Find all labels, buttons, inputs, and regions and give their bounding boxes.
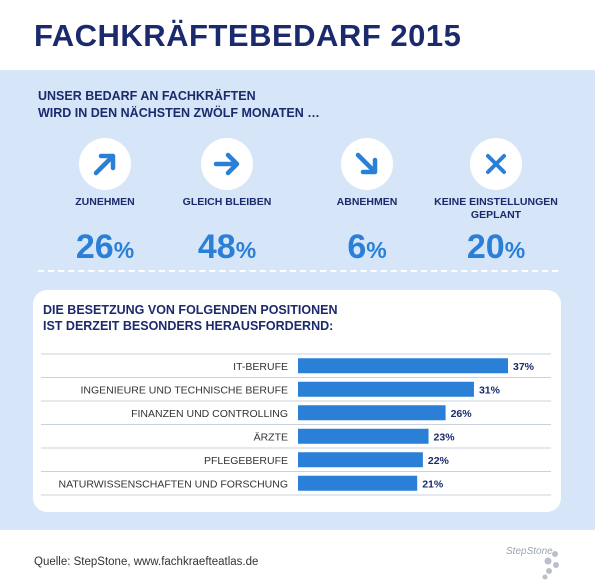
forecast-percent: 6% [347, 228, 387, 266]
cross-icon [470, 138, 522, 190]
arrow-down-right-icon [341, 138, 393, 190]
bar [298, 475, 418, 491]
forecast-label: ABNEHMEN [336, 196, 398, 208]
chart-title-line-2: IST DERZEIT BESONDERS HERAUSFORDERND: [43, 319, 334, 333]
value-label: 21% [422, 478, 444, 490]
arrow-up-right-icon [79, 138, 131, 190]
page-title: FACHKRÄFTEBEDARF 2015 [34, 18, 462, 53]
value-label: 31% [479, 384, 501, 396]
value-label: 23% [434, 431, 456, 443]
bar [298, 428, 429, 444]
source-note: Quelle: StepStone, www.fachkraefteatlas.… [34, 556, 259, 568]
stepstone-logo: StepStone [506, 546, 553, 557]
chart-card: DIE BESETZUNG VON FOLGENDEN POSITIONEN I… [33, 290, 561, 512]
bar [298, 358, 508, 374]
value-label: 26% [451, 408, 473, 420]
forecast-label: GLEICH BLEIBEN [182, 196, 272, 208]
category-label: IT-BERUFE [233, 361, 288, 373]
bar [298, 452, 423, 468]
bar [298, 381, 474, 397]
value-label: 22% [428, 455, 450, 467]
forecast-item-none: KEINE EINSTELLUNGEN GEPLANT 20% [426, 138, 566, 271]
forecast-label: KEINE EINSTELLUNGEN GEPLANT [434, 196, 558, 221]
arrow-right-icon [201, 138, 253, 190]
category-label: NATURWISSENSCHAFTEN UND FORSCHUNG [59, 478, 288, 490]
intro-text: UNSER BEDARF AN FACHKRÄFTEN WIRD IN DEN … [38, 88, 398, 122]
category-label: FINANZEN UND CONTROLLING [131, 408, 288, 420]
forecast-percent: 26% [75, 228, 135, 266]
intro-line-2: WIRD IN DEN NÄCHSTEN ZWÖLF MONATEN … [38, 106, 320, 120]
forecast-percent: 20% [466, 228, 526, 266]
section-divider [38, 270, 558, 272]
category-label: PFLEGEBERUFE [204, 455, 288, 467]
forecast-percent: 48% [197, 228, 257, 266]
logo-dots-icon [542, 551, 559, 580]
bar-chart: IT-BERUFE 37% INGENIEURE UND TECHNISCHE BE… [41, 353, 551, 496]
forecast-item-same: GLEICH BLEIBEN 48% [157, 138, 297, 271]
intro-line-1: UNSER BEDARF AN FACHKRÄFTEN [38, 89, 256, 103]
forecast-label: ZUNEHMEN [75, 196, 135, 208]
forecast-item-decrease: ABNEHMEN 6% [297, 138, 437, 271]
chart-title-line-1: DIE BESETZUNG VON FOLGENDEN POSITIONEN [43, 303, 338, 317]
bar [298, 405, 446, 421]
forecast-item-increase: ZUNEHMEN 26% [35, 138, 175, 271]
category-label: ÄRZTE [254, 431, 288, 443]
category-label: INGENIEURE UND TECHNISCHE BERUFE [81, 384, 289, 396]
value-label: 37% [513, 361, 535, 373]
chart-title: DIE BESETZUNG VON FOLGENDEN POSITIONEN I… [43, 302, 463, 334]
